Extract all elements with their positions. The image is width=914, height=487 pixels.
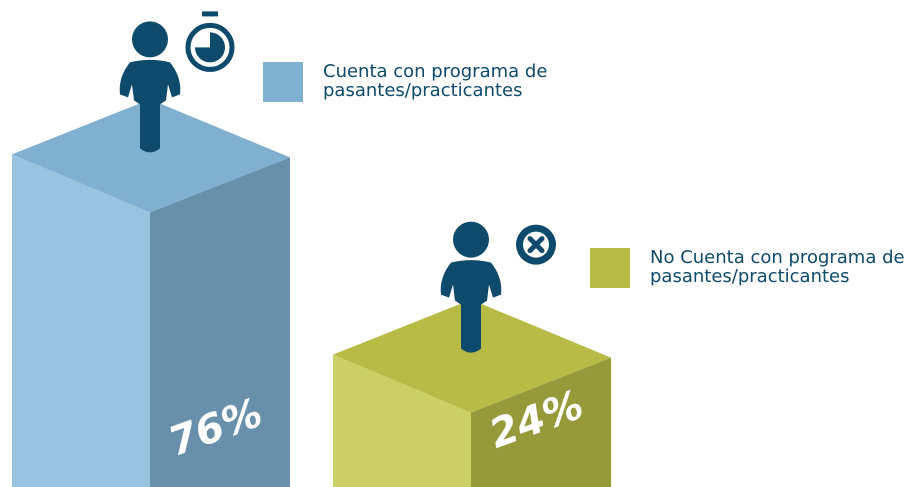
bar-top-face bbox=[333, 299, 611, 413]
bar-right-face bbox=[150, 157, 290, 487]
bar bbox=[12, 99, 290, 487]
person-body bbox=[440, 260, 502, 353]
person-head bbox=[132, 21, 168, 58]
bar-left-face bbox=[12, 154, 150, 487]
timer-icon bbox=[195, 32, 226, 63]
cross-icon bbox=[527, 236, 545, 254]
legend-label: Cuenta con programa de pasantes/practica… bbox=[323, 61, 548, 101]
bar-left-face bbox=[333, 354, 471, 487]
bar bbox=[333, 299, 611, 487]
legend-swatch bbox=[263, 62, 303, 102]
person-head bbox=[453, 221, 489, 258]
legend-label: No Cuenta con programa de pasantes/pract… bbox=[650, 247, 905, 287]
timer-icon bbox=[185, 22, 235, 72]
bar-top-face bbox=[12, 99, 290, 213]
legend-item: Cuenta con programa de pasantes/practica… bbox=[263, 62, 588, 102]
timer-icon bbox=[202, 11, 218, 17]
legend-swatch bbox=[590, 248, 630, 288]
person-body bbox=[119, 59, 181, 153]
legend-item: No Cuenta con programa de pasantes/pract… bbox=[590, 248, 914, 288]
bar-right-face bbox=[471, 357, 611, 487]
